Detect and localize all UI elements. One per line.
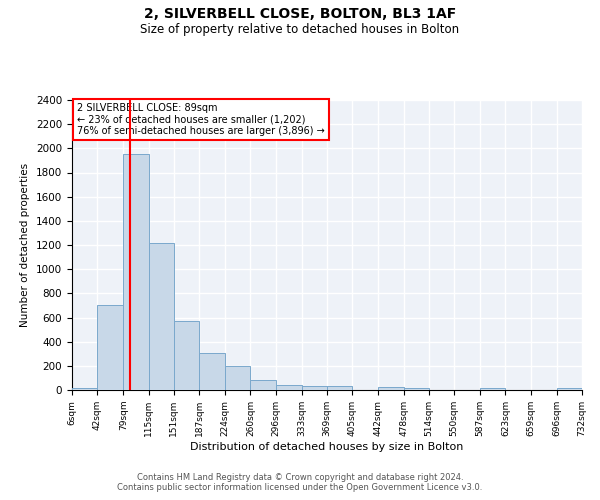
Bar: [404, 388, 429, 390]
Text: 2, SILVERBELL CLOSE, BOLTON, BL3 1AF: 2, SILVERBELL CLOSE, BOLTON, BL3 1AF: [144, 8, 456, 22]
Bar: [72, 388, 97, 390]
Bar: [378, 387, 404, 390]
Bar: [123, 154, 149, 390]
Bar: [480, 388, 505, 390]
Text: Distribution of detached houses by size in Bolton: Distribution of detached houses by size …: [190, 442, 464, 452]
Bar: [174, 321, 199, 390]
Bar: [199, 353, 225, 390]
Bar: [276, 384, 302, 390]
Bar: [302, 386, 327, 390]
Bar: [250, 380, 276, 390]
Y-axis label: Number of detached properties: Number of detached properties: [20, 163, 31, 327]
Text: Contains HM Land Registry data © Crown copyright and database right 2024.
Contai: Contains HM Land Registry data © Crown c…: [118, 473, 482, 492]
Bar: [327, 386, 352, 390]
Bar: [149, 242, 174, 390]
Text: 2 SILVERBELL CLOSE: 89sqm
← 23% of detached houses are smaller (1,202)
76% of se: 2 SILVERBELL CLOSE: 89sqm ← 23% of detac…: [77, 103, 325, 136]
Text: Size of property relative to detached houses in Bolton: Size of property relative to detached ho…: [140, 22, 460, 36]
Bar: [97, 306, 123, 390]
Bar: [557, 388, 582, 390]
Bar: [225, 366, 250, 390]
